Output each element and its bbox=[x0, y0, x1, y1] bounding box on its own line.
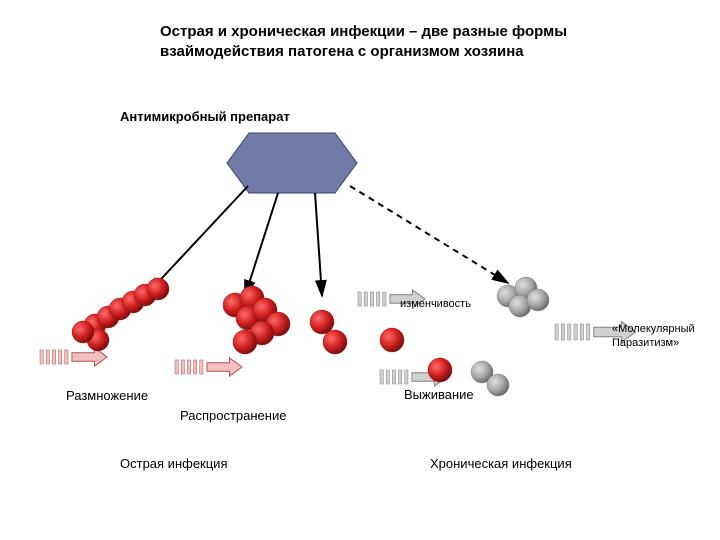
dashed-arrow bbox=[350, 186, 508, 283]
label-variability: изменчивость bbox=[400, 298, 471, 310]
label-parasitism_l1: «Молекулярный bbox=[612, 323, 695, 335]
label-parasitism_l2: Паразитизм» bbox=[612, 337, 679, 349]
grey-pathogen-cells bbox=[471, 277, 549, 396]
label-survival: Выживание bbox=[404, 387, 474, 402]
antimicrobial-hexagon bbox=[227, 133, 357, 193]
red-pathogen-cells bbox=[72, 278, 452, 382]
title-line1: Острая и хроническая инфекции – две разн… bbox=[160, 23, 567, 40]
title-line2: взаймодействия патогена с организмом хоз… bbox=[160, 43, 524, 60]
label-reproduction: Размножение bbox=[66, 388, 148, 403]
diagram-title: Острая и хроническая инфекции – две разн… bbox=[160, 22, 567, 61]
label-spread: Распространение bbox=[180, 408, 286, 423]
label-acute: Острая инфекция bbox=[120, 456, 227, 471]
solid-arrows bbox=[148, 186, 322, 296]
diagram-canvas bbox=[0, 0, 720, 540]
label-chronic: Хроническая инфекция bbox=[430, 456, 572, 471]
label-antimicrobial: Антимикробный препарат bbox=[120, 109, 290, 124]
